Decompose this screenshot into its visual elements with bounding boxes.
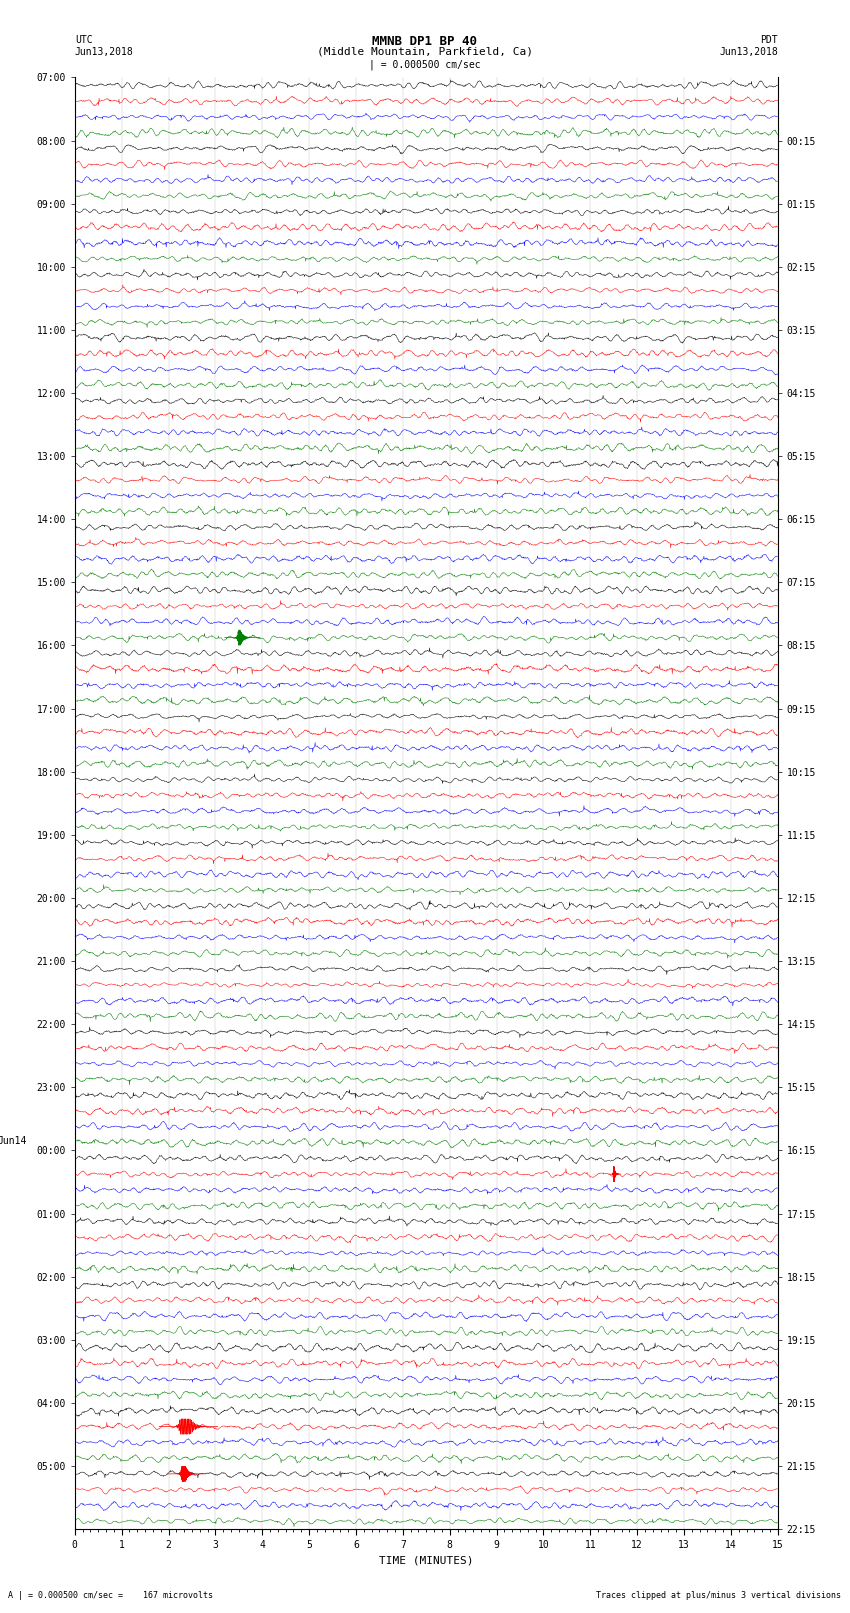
Text: Jun13,2018: Jun13,2018 (75, 47, 133, 56)
X-axis label: TIME (MINUTES): TIME (MINUTES) (379, 1555, 473, 1565)
Text: | = 0.000500 cm/sec: | = 0.000500 cm/sec (369, 60, 481, 71)
Text: (Middle Mountain, Parkfield, Ca): (Middle Mountain, Parkfield, Ca) (317, 47, 533, 56)
Text: Traces clipped at plus/minus 3 vertical divisions: Traces clipped at plus/minus 3 vertical … (597, 1590, 842, 1600)
Text: UTC: UTC (75, 35, 93, 45)
Text: Jun14: Jun14 (0, 1136, 27, 1147)
Text: PDT: PDT (760, 35, 778, 45)
Text: Jun13,2018: Jun13,2018 (719, 47, 778, 56)
Text: A | = 0.000500 cm/sec =    167 microvolts: A | = 0.000500 cm/sec = 167 microvolts (8, 1590, 213, 1600)
Text: MMNB DP1 BP 40: MMNB DP1 BP 40 (372, 35, 478, 48)
